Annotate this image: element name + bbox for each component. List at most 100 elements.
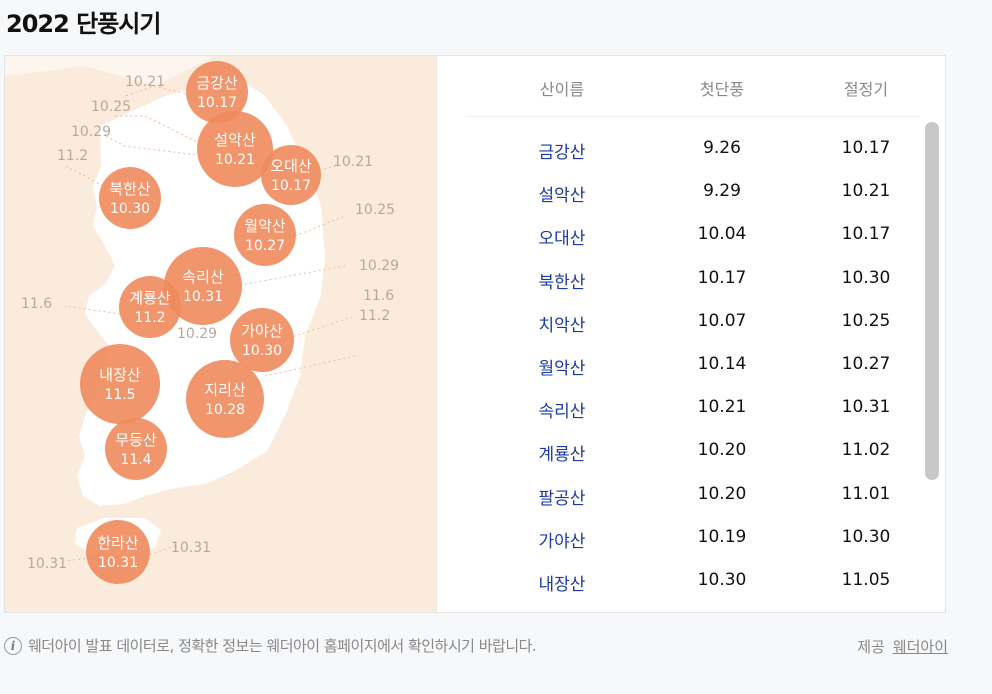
table-row: 가야산 10.19 10.30: [467, 517, 920, 560]
bubble-circle: [230, 308, 294, 372]
bubble-date: 10.30: [110, 201, 150, 217]
bubble-name: 무등산: [115, 431, 157, 449]
peak-foliage-date: 11.05: [841, 569, 891, 590]
first-foliage-date: 10.20: [697, 440, 747, 461]
mountain-name-link[interactable]: 북한산: [538, 272, 586, 293]
bubble-circle: [119, 276, 181, 338]
table-scrollbar[interactable]: [925, 122, 939, 480]
mountain-bubble[interactable]: 계룡산 11.2: [119, 276, 181, 338]
header-first: 첫단풍: [699, 80, 745, 99]
mountain-name-link[interactable]: 계룡산: [538, 445, 586, 466]
mountain-bubble[interactable]: 금강산 10.17: [186, 61, 248, 123]
mountain-name-link[interactable]: 속리산: [538, 402, 586, 423]
bubble-date: 11.4: [120, 452, 151, 468]
bubble-circle: [80, 344, 160, 424]
mountain-name-link[interactable]: 가야산: [538, 531, 586, 552]
mountain-bubble[interactable]: 월악산 10.27: [234, 204, 296, 266]
panel-divider: [436, 56, 437, 612]
map-date-label: 11.6: [21, 296, 52, 312]
north-land: [5, 56, 215, 86]
foliage-table: 산이름 첫단풍 절정기 금강산 9.26 10.17 설악산 9.29 10.21 오대산 1…: [437, 56, 945, 612]
map-date-label: 11.2: [57, 148, 88, 164]
bubble-circle: [261, 145, 321, 205]
table-row: 금강산 9.26 10.17: [467, 128, 920, 171]
bubble-date: 11.2: [134, 310, 165, 326]
mountain-bubble[interactable]: 내장산 11.5: [80, 344, 160, 424]
peak-foliage-date: 10.30: [841, 526, 891, 547]
page-title: 2022 단풍시기: [6, 10, 161, 38]
bubble-date: 10.30: [242, 343, 282, 359]
map-date-label: 10.31: [171, 540, 211, 556]
bubble-date: 10.28: [205, 402, 245, 418]
bubble-name: 북한산: [109, 180, 151, 198]
table-header: 산이름 첫단풍 절정기: [467, 56, 920, 117]
table-body: 금강산 9.26 10.17 설악산 9.29 10.21 오대산 10.04 10.17 북한산…: [467, 128, 920, 612]
map-date-label: 11.2: [359, 308, 390, 324]
bubble-circle: [105, 418, 167, 480]
bubble-name: 가야산: [241, 322, 283, 340]
map-date-label: 10.31: [27, 556, 67, 572]
first-foliage-date: 9.29: [703, 181, 741, 202]
bubble-date: 10.21: [215, 152, 255, 168]
info-icon: i: [4, 636, 22, 655]
bubble-name: 지리산: [204, 381, 246, 399]
peak-foliage-date: 10.27: [841, 353, 891, 374]
peak-foliage-date: 10.21: [841, 181, 891, 202]
first-foliage-date: 10.17: [697, 267, 747, 288]
bubble-name: 한라산: [97, 534, 139, 552]
mountain-name-link[interactable]: 내장산: [538, 574, 586, 595]
mountain-name-link[interactable]: 치악산: [538, 315, 586, 336]
foliage-map: 금강산 10.17 설악산 10.21 오대산 10.17 북한산 10.30 월악산 10.27…: [5, 56, 436, 612]
mountain-name-link[interactable]: 오대산: [538, 229, 586, 250]
map-date-label: 10.21: [333, 154, 373, 170]
map-date-label: 10.25: [91, 99, 131, 115]
mountain-bubble[interactable]: 설악산 10.21: [197, 111, 273, 187]
first-foliage-date: 10.04: [697, 224, 747, 245]
mountain-name-link[interactable]: 월악산: [538, 358, 586, 379]
table-row: 월악산 10.14 10.27: [467, 344, 920, 387]
mountain-name-link[interactable]: 금강산: [538, 143, 586, 163]
first-foliage-date: 10.20: [697, 483, 747, 504]
first-foliage-date: 10.30: [697, 569, 747, 590]
header-peak: 절정기: [843, 80, 889, 99]
bubble-date: 10.31: [183, 289, 223, 305]
mountain-bubble[interactable]: 속리산 10.31: [164, 247, 242, 325]
bubble-name: 계룡산: [129, 289, 171, 307]
footer-note-text: 웨더아이 발표 데이터로, 정확한 정보는 웨더아이 홈페이지에서 확인하시기 …: [28, 637, 537, 655]
table-row: 팔공산 10.20 11.01: [467, 474, 920, 517]
map-date-label: 10.29: [359, 258, 399, 274]
bubble-circle: [186, 61, 248, 123]
date-labels: 10.21 10.25 10.29 11.2 10.21 10.25 10.29 11.6 11…: [21, 74, 399, 572]
mountain-bubble[interactable]: 북한산 10.30: [99, 167, 161, 229]
mountain-name-link[interactable]: 설악산: [538, 186, 586, 207]
peak-foliage-date: 10.30: [841, 267, 891, 288]
mountain-bubble[interactable]: 한라산 10.31: [86, 520, 150, 584]
bubble-circle: [234, 204, 296, 266]
bubble-date: 10.27: [245, 238, 285, 254]
provider-link[interactable]: 웨더아이: [892, 638, 948, 656]
mountain-bubble[interactable]: 오대산 10.17: [261, 145, 321, 205]
mountain-bubble[interactable]: 지리산 10.28: [186, 360, 264, 438]
peak-foliage-date: 10.17: [841, 138, 891, 158]
bubble-date: 10.17: [271, 178, 311, 194]
table-row: 내장산 10.30 11.05: [467, 560, 920, 603]
map-date-label: 10.29: [177, 326, 217, 342]
mountain-bubble[interactable]: 가야산 10.30: [230, 308, 294, 372]
peak-foliage-date: 10.17: [841, 224, 891, 245]
bubble-circle: [99, 167, 161, 229]
table-row: 치악산 10.07 10.25: [467, 301, 920, 344]
peak-foliage-date: 10.31: [841, 397, 891, 418]
map-date-label: 10.21: [125, 74, 165, 90]
peak-foliage-date: 11.01: [841, 483, 891, 504]
mountain-bubble[interactable]: 무등산 11.4: [105, 418, 167, 480]
bubble-date: 10.31: [98, 555, 138, 571]
table-row: 북한산 10.17 10.30: [467, 258, 920, 301]
bubble-name: 속리산: [182, 268, 224, 286]
table-row: 설악산 9.29 10.21: [467, 171, 920, 214]
mountain-name-link[interactable]: 팔공산: [538, 488, 586, 509]
provider-label: 제공: [857, 638, 885, 656]
table-row: 계룡산 10.20 11.02: [467, 430, 920, 473]
bubble-date: 10.17: [197, 95, 237, 111]
provider: 제공 웨더아이: [857, 636, 948, 657]
first-foliage-date: 10.14: [697, 353, 747, 374]
